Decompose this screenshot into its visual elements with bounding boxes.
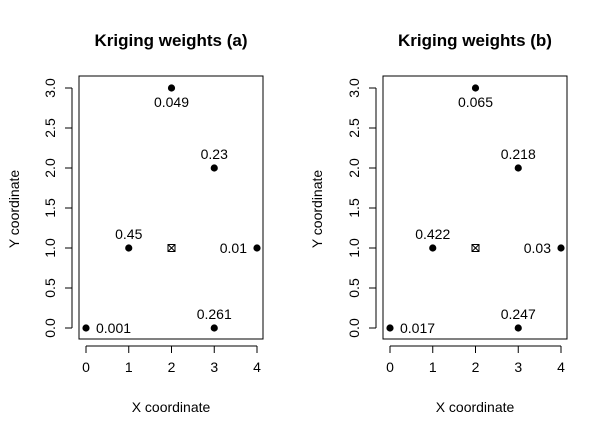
panel-b: Kriging weights (b) X coordinate Y coord…	[309, 31, 568, 415]
target-location-marker	[471, 244, 480, 252]
y-tick-label: 1.0	[42, 238, 58, 258]
y-tick-label: 1.0	[346, 238, 362, 258]
y-tick-label: 0.5	[346, 278, 362, 298]
y-tick-label: 2.0	[42, 158, 58, 178]
x-tick-label: 1	[429, 359, 437, 375]
x-tick-label: 4	[253, 359, 261, 375]
weight-label: 0.001	[96, 320, 131, 336]
data-point	[167, 84, 176, 92]
y-tick-label: 2.0	[346, 158, 362, 178]
y-tick-label: 3.0	[42, 78, 58, 98]
x-tick-label: 2	[168, 359, 176, 375]
y-axis-label: Y coordinate	[6, 170, 22, 249]
data-point	[125, 244, 133, 252]
plot-frame	[382, 75, 568, 340]
target-box	[471, 244, 480, 252]
weight-label: 0.23	[201, 146, 228, 162]
weight-label: 0.261	[197, 306, 232, 322]
y-axis-label: Y coordinate	[309, 170, 325, 249]
y-tick-label: 0.0	[42, 318, 58, 338]
chart-title: Kriging weights (b)	[398, 31, 552, 50]
weight-label: 0.017	[400, 320, 435, 336]
weight-label: 0.03	[524, 240, 551, 256]
x-tick-label: 3	[210, 359, 218, 375]
x-tick-label: 1	[125, 359, 133, 375]
data-point	[429, 244, 437, 252]
data-point	[514, 324, 522, 332]
x-tick-label: 0	[386, 359, 394, 375]
target-location-marker	[167, 244, 176, 252]
chart-title: Kriging weights (a)	[95, 31, 248, 50]
weight-label: 0.422	[415, 226, 450, 242]
weight-label: 0.247	[501, 306, 536, 322]
target-cross-line	[167, 244, 176, 252]
weight-label: 0.049	[154, 94, 189, 110]
data-point	[253, 244, 261, 252]
data-point	[514, 164, 522, 172]
target-cross-line	[471, 244, 480, 252]
weight-label: 0.01	[220, 240, 247, 256]
panel-a: Kriging weights (a) X coordinate Y coord…	[6, 31, 264, 415]
data-point	[210, 324, 218, 332]
y-tick-label: 0.5	[42, 278, 58, 298]
weight-label: 0.218	[501, 146, 536, 162]
y-tick-label: 1.5	[346, 198, 362, 218]
y-tick-label: 0.0	[346, 318, 362, 338]
weight-label: 0.065	[458, 94, 493, 110]
y-tick-label: 3.0	[346, 78, 362, 98]
data-point	[210, 164, 218, 172]
y-tick-label: 2.5	[346, 118, 362, 138]
data-point	[386, 324, 394, 332]
x-tick-label: 4	[557, 359, 565, 375]
target-box	[167, 244, 176, 252]
y-tick-label: 2.5	[42, 118, 58, 138]
x-axis-label: X coordinate	[132, 399, 211, 415]
x-tick-label: 0	[82, 359, 90, 375]
data-point	[471, 84, 480, 92]
data-point	[82, 324, 90, 332]
weight-label: 0.45	[115, 226, 142, 242]
x-tick-label: 2	[472, 359, 480, 375]
x-tick-label: 3	[514, 359, 522, 375]
plot-frame	[78, 75, 264, 340]
y-tick-label: 1.5	[42, 198, 58, 218]
data-point	[557, 244, 565, 252]
x-axis-label: X coordinate	[436, 399, 515, 415]
